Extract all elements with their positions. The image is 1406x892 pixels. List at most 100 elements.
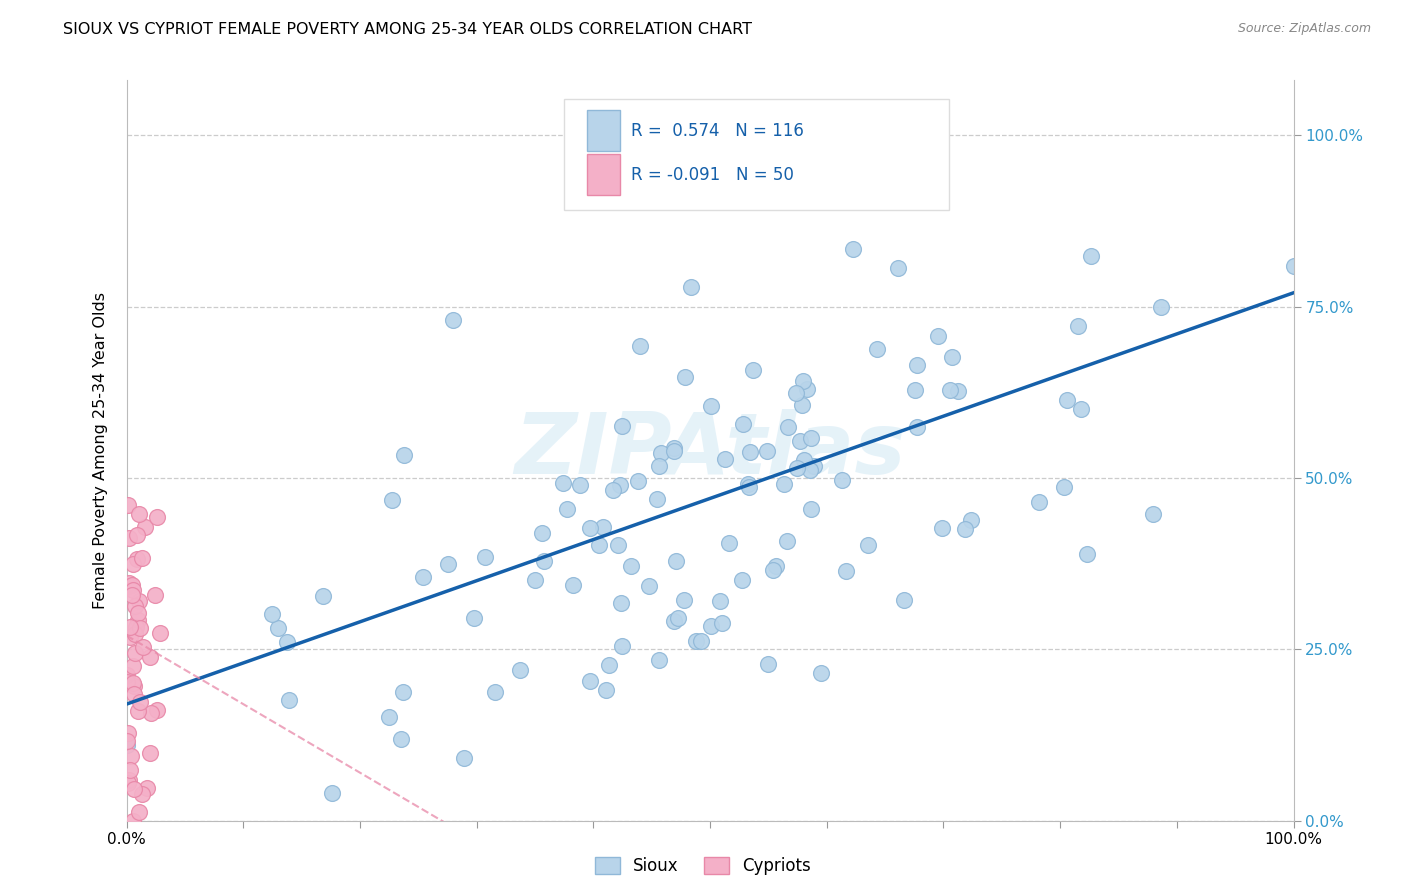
Point	[948, 384, 970, 398]
Point	[474, 549, 496, 564]
Point	[551, 475, 574, 490]
Point	[122, 676, 145, 690]
Point	[905, 359, 928, 373]
Point	[903, 383, 925, 397]
Point	[412, 570, 434, 584]
Point	[115, 675, 138, 690]
Point	[959, 513, 981, 527]
Point	[800, 430, 823, 444]
Point	[579, 521, 602, 535]
Point	[685, 633, 707, 648]
Point	[128, 621, 150, 635]
Point	[484, 685, 506, 699]
Point	[598, 658, 620, 673]
Point	[312, 589, 335, 603]
Point	[117, 725, 139, 739]
Point	[118, 619, 141, 633]
Point	[134, 520, 156, 534]
Point	[121, 578, 143, 592]
Point	[1066, 318, 1088, 333]
Point	[122, 557, 145, 571]
Point	[662, 444, 685, 458]
Point	[533, 554, 555, 568]
Point	[139, 650, 162, 665]
Point	[143, 588, 166, 602]
Point	[679, 280, 702, 294]
Point	[664, 614, 686, 628]
Point	[602, 483, 624, 498]
Point	[714, 452, 737, 467]
Point	[772, 477, 794, 491]
Point	[128, 594, 150, 608]
Point	[149, 626, 172, 640]
Point	[125, 551, 148, 566]
Point	[122, 687, 145, 701]
Point	[118, 578, 141, 592]
Point	[145, 703, 167, 717]
Point	[931, 521, 953, 535]
Point	[710, 616, 733, 631]
Point	[1076, 547, 1098, 561]
Point	[785, 386, 807, 401]
Point	[641, 135, 664, 149]
Point	[129, 695, 152, 709]
Point	[118, 575, 141, 590]
Point	[321, 786, 343, 800]
Point	[127, 613, 149, 627]
Point	[858, 538, 880, 552]
Point	[127, 606, 149, 620]
Point	[122, 583, 145, 598]
Point	[776, 534, 799, 549]
Point	[117, 734, 139, 748]
Point	[610, 639, 633, 653]
Point	[841, 243, 863, 257]
Point	[800, 501, 823, 516]
Point	[866, 342, 889, 356]
Point	[831, 473, 853, 487]
Point	[381, 493, 404, 508]
Point	[709, 593, 731, 607]
Point	[645, 491, 668, 506]
Point	[737, 476, 759, 491]
Point	[796, 382, 818, 396]
Point	[1080, 249, 1102, 263]
Point	[124, 599, 146, 613]
Point	[139, 746, 162, 760]
Point	[1142, 507, 1164, 521]
Point	[131, 550, 153, 565]
Point	[792, 374, 814, 388]
Point	[124, 627, 146, 641]
Point	[117, 772, 139, 787]
Point	[765, 559, 787, 574]
Point	[731, 574, 754, 588]
Point	[568, 478, 591, 492]
Point	[756, 657, 779, 671]
Point	[607, 538, 630, 552]
Point	[1056, 392, 1078, 407]
Point	[939, 383, 962, 397]
Point	[740, 445, 762, 459]
Point	[579, 673, 602, 688]
Point	[672, 593, 695, 607]
Point	[389, 732, 412, 747]
Point	[120, 763, 142, 777]
Point	[650, 446, 672, 460]
Y-axis label: Female Poverty Among 25-34 Year Olds: Female Poverty Among 25-34 Year Olds	[93, 292, 108, 609]
Point	[509, 664, 531, 678]
Point	[799, 463, 821, 477]
Point	[762, 564, 785, 578]
Point	[941, 351, 963, 365]
Point	[124, 646, 146, 660]
Point	[392, 448, 415, 462]
FancyBboxPatch shape	[588, 154, 620, 195]
Point	[886, 261, 908, 276]
Point	[893, 592, 915, 607]
Point	[277, 693, 299, 707]
Point	[664, 441, 686, 455]
Point	[690, 634, 713, 648]
Point	[561, 578, 583, 592]
Point	[121, 814, 143, 828]
Point	[1028, 495, 1050, 509]
Point	[115, 738, 138, 752]
Point	[927, 328, 949, 343]
